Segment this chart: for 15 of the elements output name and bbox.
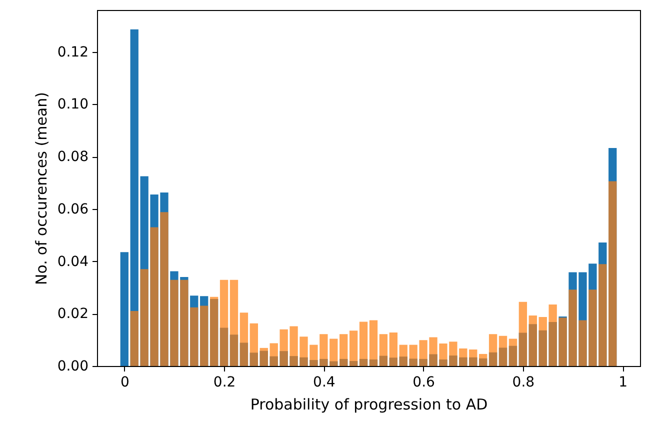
x-tick-label: 0.8 xyxy=(512,374,535,390)
x-tick-label: 0 xyxy=(120,374,130,390)
y-tick-label: 0.04 xyxy=(57,254,89,270)
x-tick-label: 0.4 xyxy=(313,374,336,390)
y-tick-label: 0.06 xyxy=(57,201,89,218)
y-tick-label: 0.10 xyxy=(57,96,88,113)
x-tick-label: 0.6 xyxy=(412,374,436,390)
y-axis-title: No. of occurences (mean) xyxy=(32,92,50,285)
y-tick-label: 0.00 xyxy=(57,358,88,374)
x-tick-label: 1 xyxy=(618,374,628,390)
x-axis-title: Probability of progression to AD xyxy=(250,396,488,414)
y-tick-label: 0.02 xyxy=(57,306,88,322)
y-tick-label: 0.08 xyxy=(57,149,88,166)
x-tick-label: 0.2 xyxy=(213,374,236,390)
y-tick-label: 0.12 xyxy=(57,44,88,60)
